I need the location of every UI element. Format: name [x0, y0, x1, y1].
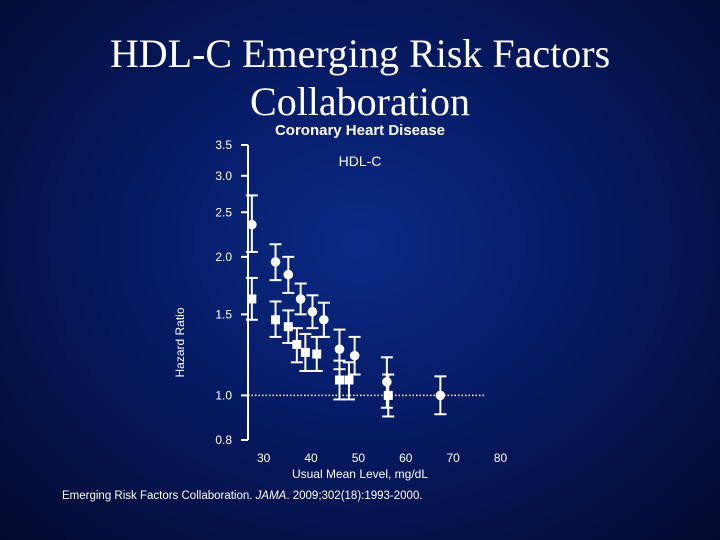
- data-point-square: [334, 375, 344, 385]
- x-tick-label: 60: [399, 451, 413, 465]
- data-point-circle: [295, 294, 306, 304]
- data-point-square: [300, 347, 310, 357]
- data-point-square: [283, 322, 293, 332]
- citation-authors: Emerging Risk Factors Collaboration.: [62, 490, 256, 502]
- slide-title-line1: HDL-C Emerging Risk Factors: [109, 31, 611, 76]
- data-point-circle: [435, 390, 446, 401]
- x-tick-label: 40: [304, 451, 318, 465]
- data-point-circle: [382, 377, 392, 387]
- citation: Emerging Risk Factors Collaboration. JAM…: [62, 490, 423, 502]
- data-point-square: [292, 340, 302, 350]
- data-point-circle: [334, 344, 345, 355]
- data-point-circle: [349, 350, 360, 361]
- y-axis-label: Hazard Ratio: [173, 307, 187, 377]
- data-point-square: [312, 349, 322, 359]
- y-tick-label: 2.5: [215, 205, 232, 219]
- chart-subtitle: HDL-C: [339, 153, 382, 169]
- data-point-square: [271, 315, 281, 325]
- citation-journal: JAMA: [255, 490, 287, 502]
- x-axis-label: Usual Mean Level, mg/dL: [292, 467, 428, 481]
- y-tick-label: 0.8: [215, 433, 232, 447]
- data-point-circle: [247, 219, 257, 230]
- chart-title: Coronary Heart Disease: [274, 122, 446, 139]
- x-tick-label: 80: [494, 451, 508, 465]
- citation-details: . 2009;302(18):1993-2000.: [286, 490, 423, 502]
- data-point-square: [344, 375, 354, 385]
- data-point-circle: [283, 269, 294, 280]
- x-tick-label: 30: [257, 451, 271, 465]
- y-tick-label: 1.5: [215, 307, 232, 321]
- x-tick-label: 70: [446, 451, 460, 465]
- y-tick-label: 1.0: [215, 388, 232, 402]
- data-point-square: [247, 294, 257, 304]
- data-point-circle: [270, 257, 281, 267]
- x-tick-label: 50: [352, 451, 366, 465]
- slide-title-line2: Collaboration: [250, 79, 470, 124]
- y-tick-label: 2.0: [215, 250, 232, 264]
- data-point-circle: [319, 314, 329, 325]
- y-tick-label: 3.0: [215, 169, 232, 183]
- y-tick-label: 3.5: [215, 138, 232, 152]
- data-point-circle: [307, 306, 318, 317]
- slide-title: HDL-C Emerging Risk Factors Collaboratio…: [0, 30, 720, 126]
- data-point-square: [383, 390, 393, 400]
